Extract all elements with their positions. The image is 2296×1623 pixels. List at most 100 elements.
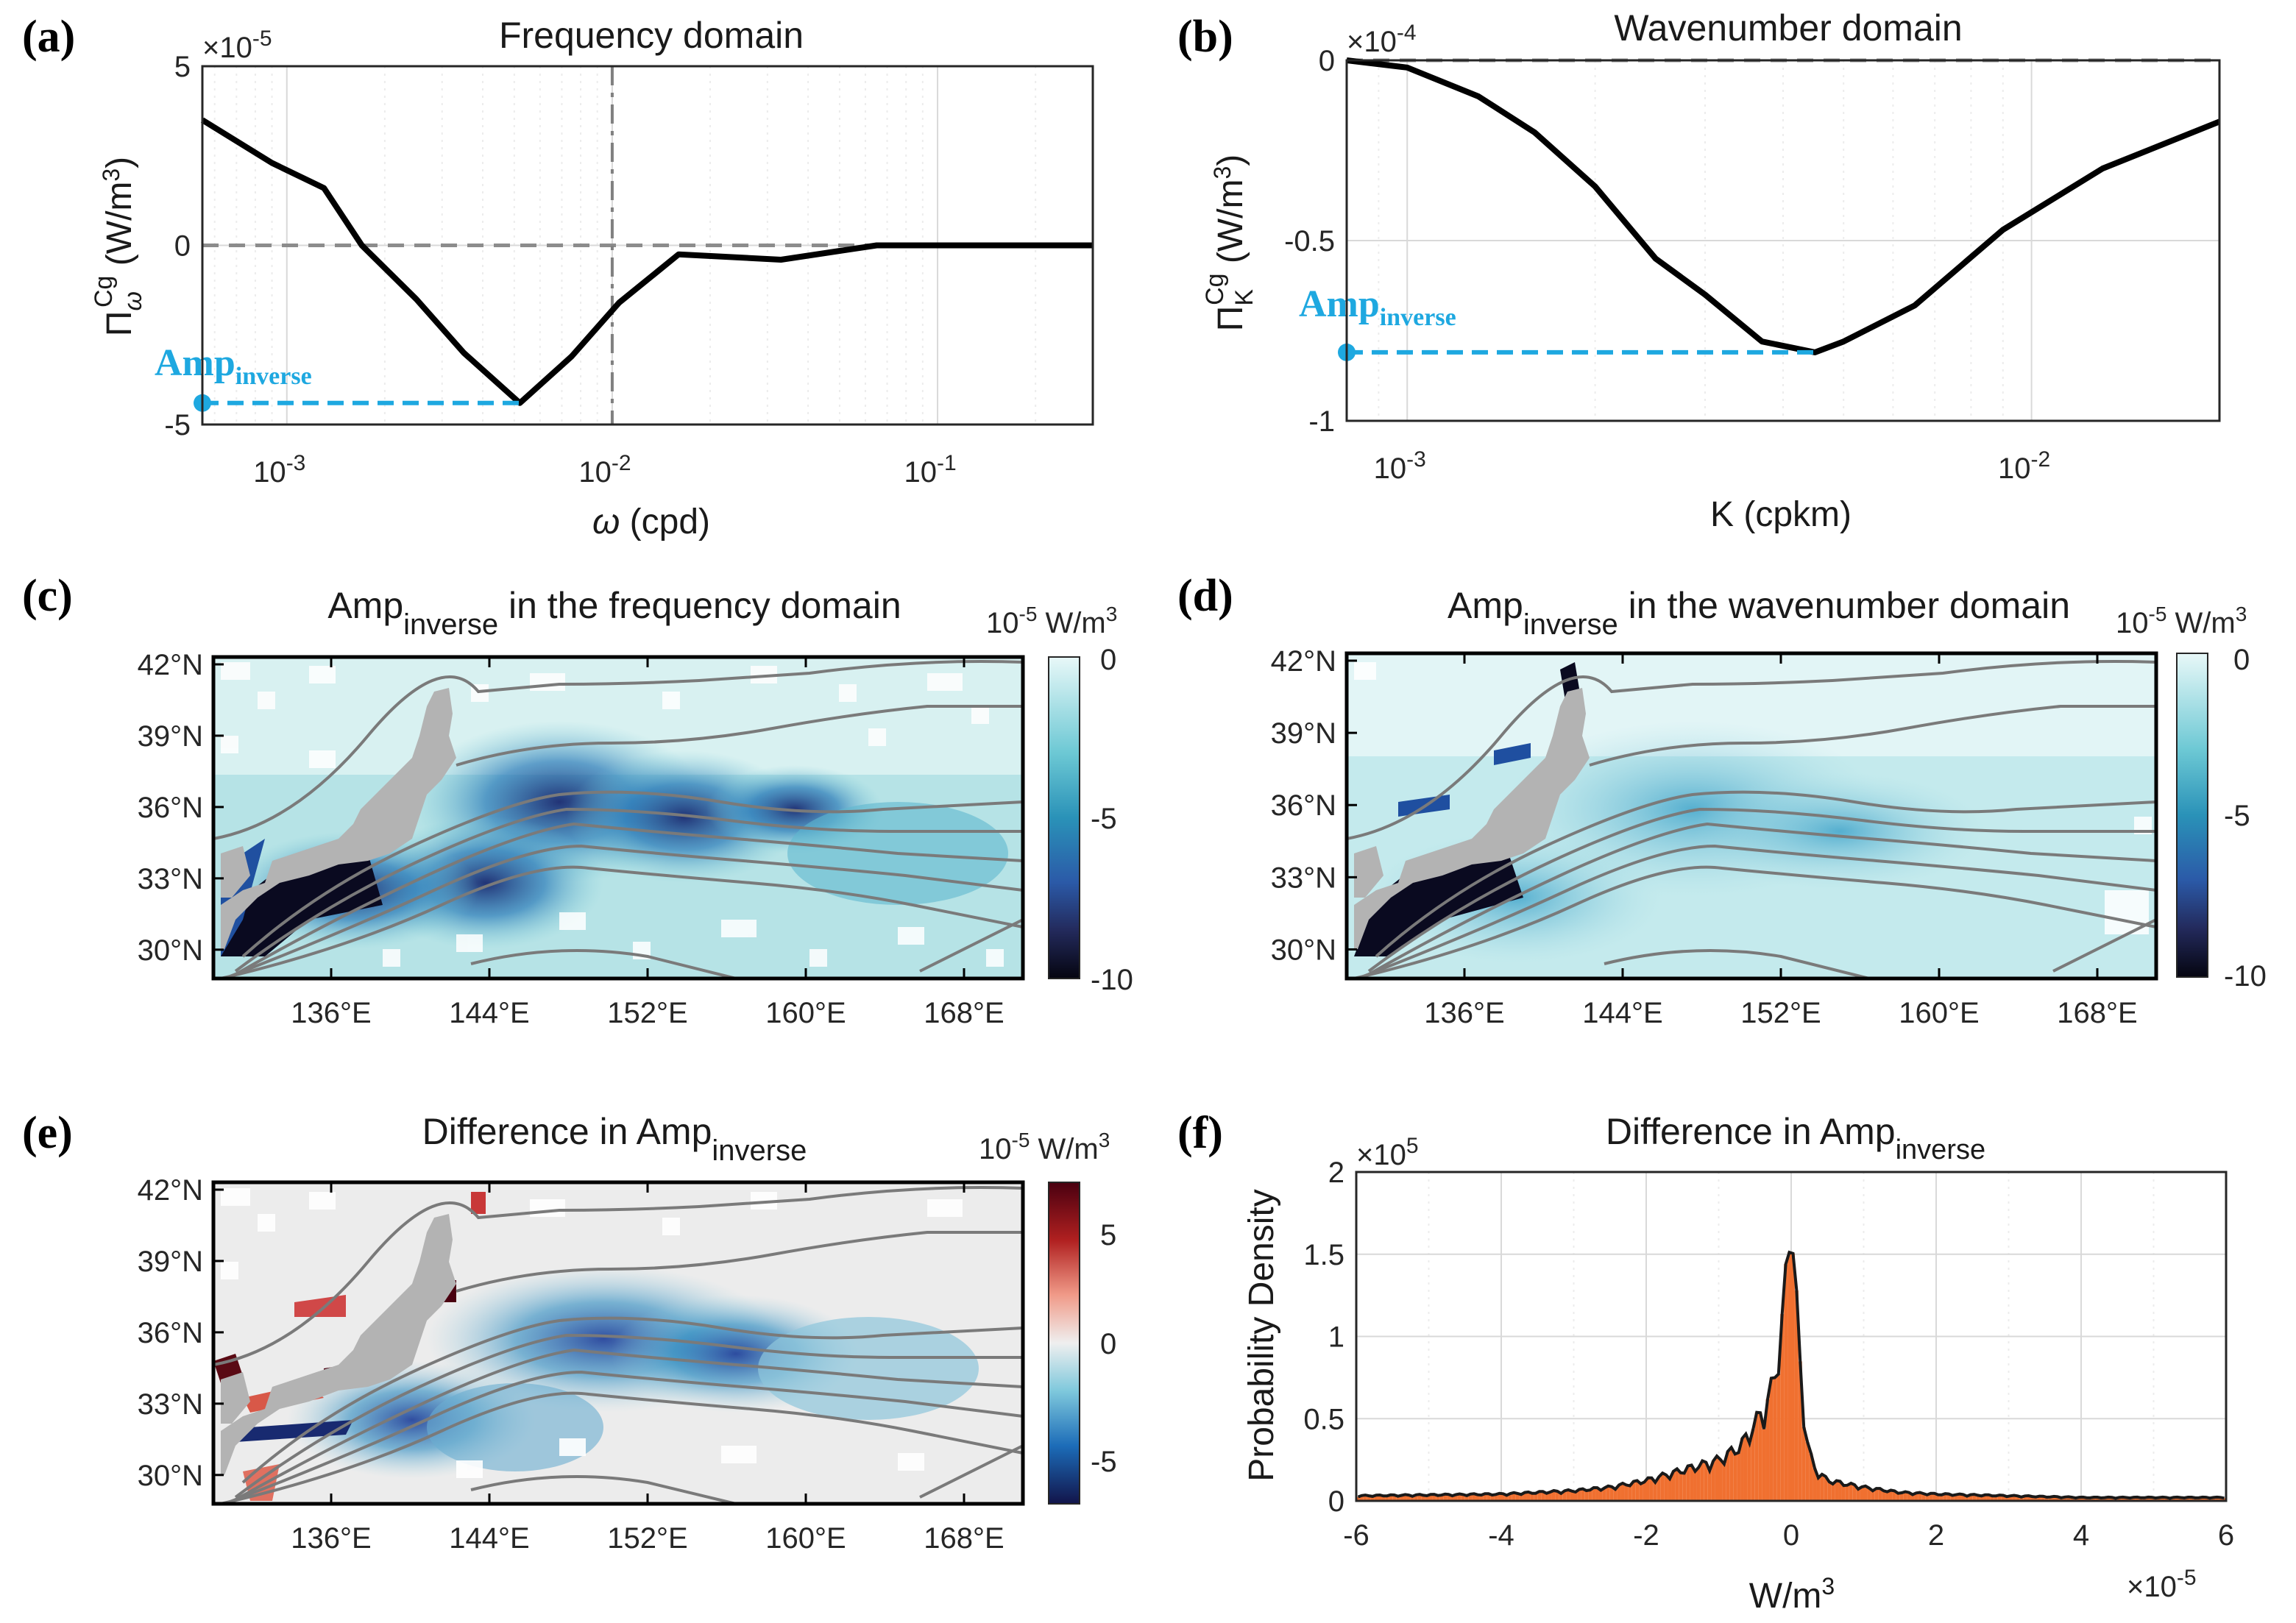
panel-a-axes (201, 65, 1094, 426)
panel-f-ytick: 0.5 (1303, 1403, 1344, 1435)
panel-f-bar (1406, 1495, 1411, 1501)
panel-f-bar (1400, 1495, 1404, 1501)
panel-e-cbar-tick: 0 (1100, 1328, 1116, 1360)
panel-f-bar (1588, 1490, 1592, 1501)
panel-f-bar (1784, 1264, 1788, 1501)
panel-f-bar (1874, 1488, 1879, 1501)
panel-f-bar (1758, 1413, 1762, 1501)
panel-f-bar (1396, 1496, 1400, 1501)
panel-f-bar (2215, 1496, 2219, 1501)
panel-f-bar (1498, 1493, 1501, 1501)
panel-f-bar (1835, 1480, 1839, 1501)
panel-d-lon-tick: 136°E (1424, 997, 1504, 1029)
panel-f-bar (1816, 1477, 1821, 1501)
panel-d: Ampinverse in the wavenumber domain 10-5… (1271, 585, 2267, 1029)
panel-f-ytick: 1 (1328, 1321, 1344, 1354)
panel-f-bar (2150, 1497, 2154, 1501)
panel-f-title: Difference in Ampinverse (1606, 1111, 1985, 1165)
panel-e-lat-tick: 30°N (138, 1460, 203, 1492)
panel-e-cbar-label: 10-5 W/m3 (979, 1129, 1110, 1165)
panel-f-bar (1769, 1378, 1774, 1501)
panel-f-bar (1609, 1486, 1614, 1501)
panel-f-bar (1704, 1462, 1708, 1501)
panel-f-bar (1907, 1492, 1911, 1501)
panel-a-ytick: 0 (174, 230, 191, 263)
panel-e-lat-tick: 42°N (138, 1174, 203, 1207)
panel-f-bar (1537, 1491, 1542, 1501)
panel-b-ytick: -1 (1308, 405, 1335, 438)
panel-f-bar (1483, 1494, 1487, 1501)
panel-c: Ampinverse in the frequency domain 10-5 … (138, 585, 1133, 1029)
panel-f-exponent-x: ×10-5 (2127, 1566, 2197, 1603)
panel-f-bar (1690, 1465, 1694, 1501)
panel-f-bar (2131, 1497, 2136, 1501)
panel-a-ylabel: ΠωCg (W/m3) (90, 157, 147, 336)
panel-f-bar (1860, 1487, 1864, 1501)
panel-c-cbar-label: 10-5 W/m3 (986, 603, 1117, 639)
panel-f-bar (1519, 1494, 1523, 1501)
panel-f-bar (1475, 1494, 1480, 1501)
panel-f-bar (1378, 1495, 1382, 1501)
panel-f-bar (2157, 1497, 2161, 1501)
panel-f-bar (1613, 1489, 1618, 1501)
panel-f-bar (1606, 1485, 1610, 1501)
panel-f-bar (1392, 1495, 1397, 1501)
panel-f-bar (1649, 1477, 1654, 1501)
panel-f-xtick: -6 (1343, 1519, 1370, 1552)
panel-f-bar (1969, 1494, 1973, 1501)
panel-f-envelope (1357, 1250, 2225, 1500)
panel-a-title: Frequency domain (499, 15, 804, 56)
panel-f-bar (1849, 1483, 1853, 1501)
panel-f-bar (1798, 1361, 1802, 1501)
panel-f-bar (2189, 1496, 2194, 1501)
panel-f-bar (2211, 1497, 2216, 1501)
panel-f-bar (2044, 1496, 2049, 1501)
panel-b-ylabel: ΠKCg (W/m3) (1201, 155, 1258, 332)
panel-f-bar (2023, 1496, 2027, 1501)
panel-b-title: Wavenumber domain (1614, 7, 1962, 49)
panel-f-bar (1646, 1477, 1650, 1501)
panel-f-bar (1965, 1496, 1969, 1501)
panel-d-lat-tick: 42°N (1271, 645, 1336, 678)
panel-c-cbar-tick: -10 (1091, 964, 1133, 996)
panel-f-bar (1740, 1438, 1744, 1501)
panel-f-bar (1994, 1496, 1998, 1501)
panel-f-bar (2200, 1496, 2205, 1501)
panel-e-lon-tick: 144°E (449, 1522, 529, 1555)
panel-f-bar (1867, 1488, 1871, 1501)
panel-f-bar (2005, 1496, 2009, 1501)
panel-d-frame (1344, 651, 2158, 981)
panel-f-bar (1472, 1494, 1476, 1501)
panel-f-bar (2084, 1497, 2088, 1501)
panel-f-bar (1494, 1494, 1498, 1501)
panel-f-bar (2070, 1497, 2074, 1501)
panel-f-bar (2182, 1498, 2186, 1501)
panel-f-bar (1447, 1494, 1451, 1501)
panel-f-bar (2012, 1495, 2016, 1501)
panel-f-bar (2164, 1497, 2169, 1501)
panel-f-bar (1453, 1494, 1458, 1501)
panel-d-title: Ampinverse in the wavenumber domain (1448, 585, 2070, 641)
panel-f-bar (1805, 1442, 1810, 1501)
panel-f-bar (2001, 1495, 2005, 1501)
panel-b-amp-label: Ampinverse (1299, 283, 1456, 331)
panel-e-lon-tick: 152°E (607, 1522, 687, 1555)
panel-d-lon-tick: 144°E (1582, 997, 1662, 1029)
panel-f-bar (1910, 1494, 1915, 1501)
panel-c-colorbar (1048, 656, 1080, 979)
panel-f-bar (1389, 1494, 1393, 1501)
panel-e-frame (211, 1180, 1025, 1506)
panel-f-bar (1824, 1476, 1828, 1501)
panel-f-bar (1939, 1494, 1944, 1501)
panel-b-curve (1346, 57, 2221, 355)
panel-b-xtick: 10-2 (1998, 447, 2050, 485)
panel-c-cbar-tick: -5 (1091, 803, 1117, 835)
panel-b-xlabel: K (cpkm) (1710, 495, 1852, 534)
panel-f-bar (1657, 1477, 1661, 1501)
panel-f-bar (2197, 1497, 2201, 1501)
panel-f-bar (2081, 1496, 2085, 1501)
panel-f-bar (1957, 1494, 1962, 1501)
panel-f-bar (1700, 1460, 1704, 1501)
panel-c-lon-tick: 152°E (607, 997, 687, 1029)
panel-c-cbar-tick: 0 (1100, 644, 1116, 676)
